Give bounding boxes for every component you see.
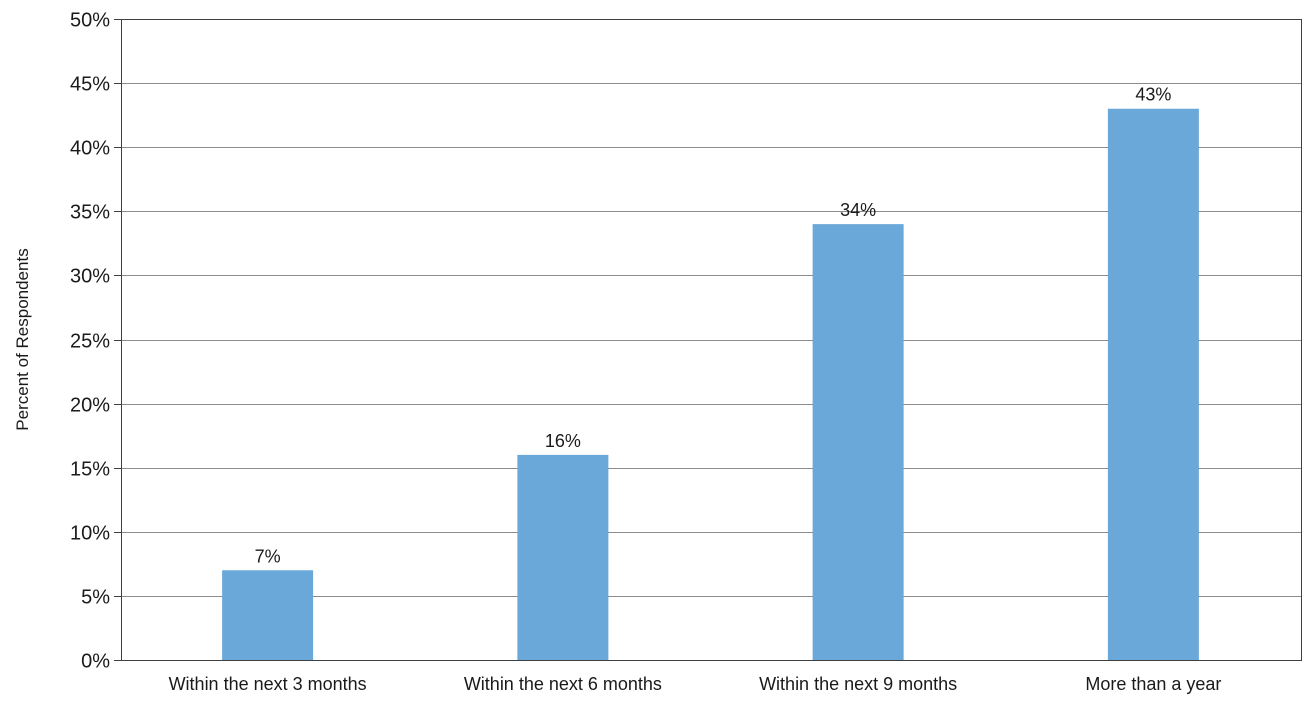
x-tick-labels: Within the next 3 months Within the next … xyxy=(169,674,1222,694)
x-tick-label: More than a year xyxy=(1085,674,1221,694)
y-tick-label: 45% xyxy=(70,74,110,96)
bar xyxy=(812,224,904,660)
bar xyxy=(517,454,609,660)
y-tick-label: 0% xyxy=(81,651,110,673)
grid-lines xyxy=(121,83,1302,597)
x-tick-label: Within the next 9 months xyxy=(759,674,957,694)
y-tick-labels: 0% 5% 10% 15% 20% 25% 30% 35% 40% 45% 50% xyxy=(70,10,110,673)
y-tick-label: 20% xyxy=(70,395,110,417)
y-tick-label: 35% xyxy=(70,202,110,224)
y-tick-label: 30% xyxy=(70,266,110,288)
plot-frame xyxy=(114,19,1302,661)
data-label: 16% xyxy=(545,431,581,451)
x-tick-label: Within the next 6 months xyxy=(464,674,662,694)
bars xyxy=(222,108,1199,661)
data-label: 34% xyxy=(840,200,876,220)
x-tick-label: Within the next 3 months xyxy=(169,674,367,694)
bar xyxy=(1107,108,1199,661)
y-axis-title: Percent of Respondents xyxy=(13,248,32,430)
y-tick-label: 50% xyxy=(70,10,110,32)
bar xyxy=(222,570,314,660)
data-label: 43% xyxy=(1135,85,1171,105)
y-tick-label: 40% xyxy=(70,138,110,160)
y-tick-label: 10% xyxy=(70,523,110,545)
data-label: 7% xyxy=(255,546,281,566)
y-tick-label: 25% xyxy=(70,331,110,353)
data-labels: 7% 16% 34% 43% xyxy=(255,85,1172,567)
y-tick-label: 15% xyxy=(70,459,110,481)
y-tick-label: 5% xyxy=(81,587,110,609)
plot-border xyxy=(121,19,1302,661)
